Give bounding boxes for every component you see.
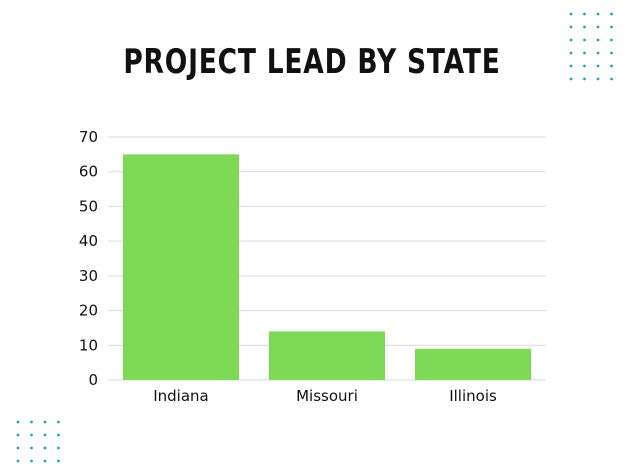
decor-dot xyxy=(569,51,573,55)
decor-dot xyxy=(583,77,586,81)
decor-dot xyxy=(610,25,613,29)
decor-dot xyxy=(30,433,33,437)
x-category-label: Illinois xyxy=(449,387,497,405)
decor-dot xyxy=(16,459,20,463)
decor-dot xyxy=(610,12,613,16)
decor-dot xyxy=(583,25,586,29)
y-tick-label: 50 xyxy=(79,197,98,215)
decor-dot xyxy=(596,77,600,81)
x-axis: Indiana Missouri Illinois xyxy=(153,387,497,405)
decor-dot xyxy=(596,12,600,16)
y-tick-label: 70 xyxy=(79,128,98,146)
decor-dot xyxy=(596,38,600,42)
decor-dot xyxy=(30,446,33,450)
decor-dot xyxy=(43,459,47,463)
decor-dot xyxy=(583,12,586,16)
decor-dot xyxy=(610,77,613,81)
decor-dot xyxy=(610,64,613,68)
decor-dot xyxy=(30,420,33,424)
decor-dot xyxy=(596,51,600,55)
y-tick-label: 40 xyxy=(79,232,98,250)
decor-dot xyxy=(43,446,47,450)
decor-dot xyxy=(43,420,47,424)
decor-dot xyxy=(610,38,613,42)
decor-dot xyxy=(16,446,20,450)
decor-dot xyxy=(583,38,586,42)
decor-dot xyxy=(569,12,573,16)
decor-dot xyxy=(57,433,60,437)
y-tick-label: 20 xyxy=(79,302,98,320)
decor-dot xyxy=(43,433,47,437)
decor-dot xyxy=(596,25,600,29)
decor-dot xyxy=(57,459,60,463)
decor-dot xyxy=(596,64,600,68)
decor-dot xyxy=(583,64,586,68)
decor-dot xyxy=(57,420,60,424)
decor-dot xyxy=(569,77,573,81)
decor-dot xyxy=(583,51,586,55)
chart-title: PROJECT LEAD BY STATE xyxy=(123,42,501,82)
dot-pattern-bottom-left xyxy=(16,420,60,463)
bar-illinois xyxy=(415,348,531,380)
bars xyxy=(123,154,531,380)
x-category-label: Indiana xyxy=(153,387,209,405)
bar-missouri xyxy=(269,331,385,380)
decor-dot xyxy=(57,446,60,450)
y-tick-label: 10 xyxy=(79,336,98,354)
dot-pattern-top-right xyxy=(569,12,613,81)
y-tick-label: 60 xyxy=(79,163,98,181)
x-category-label: Missouri xyxy=(296,387,358,405)
decor-dot xyxy=(569,64,573,68)
decor-dot xyxy=(30,459,33,463)
decor-dot xyxy=(569,38,573,42)
y-axis: 0 10 20 30 40 50 60 70 xyxy=(79,128,98,389)
bar-indiana xyxy=(123,154,239,380)
decor-dot xyxy=(16,420,20,424)
y-tick-label: 0 xyxy=(88,371,98,389)
decor-dot xyxy=(569,25,573,29)
y-tick-label: 30 xyxy=(79,267,98,285)
decor-dot xyxy=(16,433,20,437)
decor-dot xyxy=(610,51,613,55)
